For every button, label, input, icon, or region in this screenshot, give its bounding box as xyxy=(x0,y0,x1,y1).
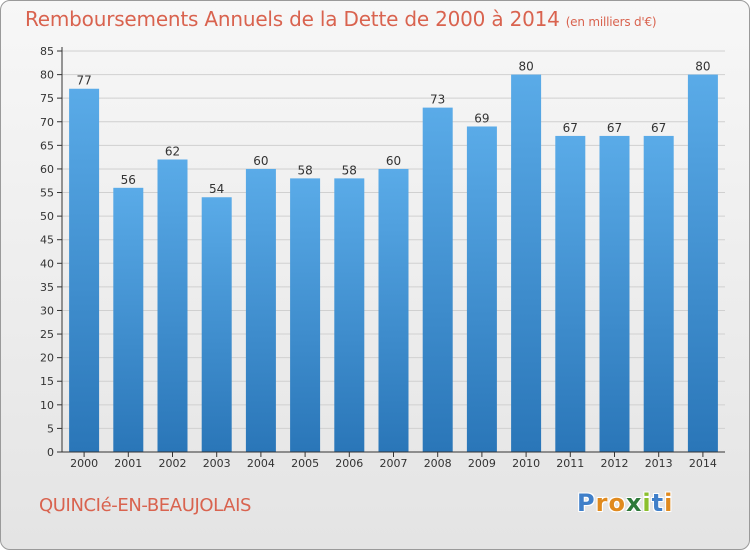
bar xyxy=(334,178,365,452)
bar xyxy=(69,88,100,452)
data-label: 67 xyxy=(607,121,622,135)
bar xyxy=(511,74,542,453)
logo-letter: o xyxy=(608,489,626,517)
y-tick-label: 60 xyxy=(40,163,54,176)
y-tick-label: 0 xyxy=(47,446,54,459)
logo-letter: t xyxy=(651,489,665,517)
commune-name: QUINCIé-EN-BEAUJOLAIS xyxy=(39,495,252,516)
y-tick-label: 50 xyxy=(40,210,54,223)
data-label: 62 xyxy=(165,145,180,159)
x-tick-label: 2004 xyxy=(247,457,275,470)
y-tick-label: 25 xyxy=(40,328,54,341)
logo-letter: i xyxy=(664,489,674,517)
y-tick-label: 85 xyxy=(40,45,54,58)
bar xyxy=(422,107,453,453)
logo-letter: r xyxy=(595,489,609,517)
y-tick-label: 40 xyxy=(40,257,54,270)
x-tick-label: 2012 xyxy=(601,457,629,470)
proxiti-logo: Proxiti xyxy=(577,489,673,517)
bar xyxy=(643,135,674,452)
data-label: 58 xyxy=(297,163,312,177)
y-tick-label: 10 xyxy=(40,399,54,412)
y-tick-label: 45 xyxy=(40,234,54,247)
y-tick-label: 35 xyxy=(40,281,54,294)
x-tick-label: 2009 xyxy=(468,457,496,470)
bar xyxy=(113,187,144,452)
logo-letter: x xyxy=(625,489,643,517)
data-label: 60 xyxy=(253,154,268,168)
logo-letter: P xyxy=(577,489,596,517)
bar xyxy=(466,126,497,452)
y-tick-label: 65 xyxy=(40,139,54,152)
x-tick-label: 2010 xyxy=(512,457,540,470)
data-label: 54 xyxy=(209,182,224,196)
data-label: 58 xyxy=(342,163,357,177)
x-tick-label: 2001 xyxy=(114,457,142,470)
data-label: 77 xyxy=(76,74,91,88)
y-tick-label: 75 xyxy=(40,92,54,105)
bar xyxy=(290,178,321,452)
y-tick-label: 5 xyxy=(47,422,54,435)
bar xyxy=(245,168,276,453)
x-tick-label: 2007 xyxy=(380,457,408,470)
x-tick-label: 2005 xyxy=(291,457,319,470)
x-tick-label: 2006 xyxy=(335,457,363,470)
data-label: 80 xyxy=(518,60,533,74)
bar xyxy=(599,135,630,452)
y-tick-label: 80 xyxy=(40,69,54,82)
y-tick-label: 70 xyxy=(40,116,54,129)
chart-title: Remboursements Annuels de la Dette de 20… xyxy=(25,7,657,31)
data-label: 60 xyxy=(386,154,401,168)
y-tick-label: 20 xyxy=(40,352,54,365)
x-tick-label: 2003 xyxy=(203,457,231,470)
x-tick-label: 2013 xyxy=(645,457,673,470)
y-tick-label: 30 xyxy=(40,304,54,317)
data-label: 73 xyxy=(430,93,445,107)
x-tick-label: 2000 xyxy=(70,457,98,470)
bar xyxy=(555,135,586,452)
data-label: 80 xyxy=(695,60,710,74)
chart-title-text: Remboursements Annuels de la Dette de 20… xyxy=(25,7,560,31)
bar xyxy=(378,168,409,453)
data-label: 56 xyxy=(121,173,136,187)
bar xyxy=(201,197,232,452)
x-tick-label: 2008 xyxy=(424,457,452,470)
x-tick-label: 2002 xyxy=(159,457,187,470)
data-label: 69 xyxy=(474,111,489,125)
x-tick-label: 2014 xyxy=(689,457,717,470)
bar xyxy=(687,74,718,453)
data-label: 67 xyxy=(563,121,578,135)
y-tick-label: 55 xyxy=(40,187,54,200)
logo-letter: i xyxy=(642,489,652,517)
chart-unit: (en milliers d'€) xyxy=(565,15,657,29)
data-label: 67 xyxy=(651,121,666,135)
x-tick-label: 2011 xyxy=(556,457,584,470)
y-tick-label: 15 xyxy=(40,375,54,388)
bar xyxy=(157,159,188,452)
